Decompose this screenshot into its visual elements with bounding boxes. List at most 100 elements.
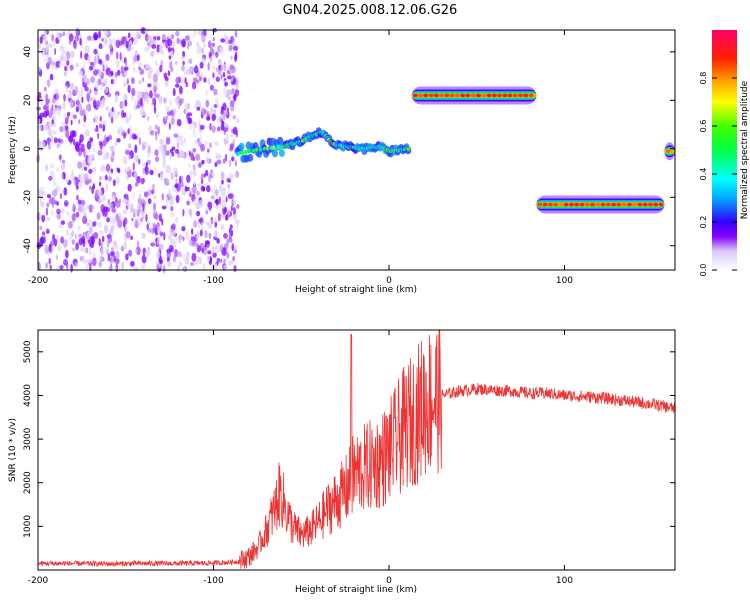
noise-mark [157,95,163,102]
noise-mark [223,233,228,239]
colorbar-gradient [712,30,737,270]
noise-mark [228,228,232,234]
noise-mark [142,202,145,212]
noise-mark [72,138,76,146]
noise-mark [99,116,102,122]
noise-mark [93,48,98,55]
noise-mark [45,44,48,53]
noise-mark [168,152,172,160]
noise-mark [70,264,73,273]
noise-mark [38,124,43,131]
noise-mark [110,155,115,163]
noise-mark [150,50,155,58]
noise-mark [76,62,79,68]
noise-mark [193,198,196,206]
noise-mark [227,209,231,216]
noise-mark [223,258,226,264]
noise-mark [103,28,109,37]
noise-mark [229,133,234,138]
noise-mark [127,84,131,94]
noise-mark [50,196,56,204]
noise-mark [158,213,162,222]
snr-ylabel: SNR (10 * v/v) [8,418,18,482]
snr-panel: -200 -100 0 100 1000 2000 3000 4000 5000 Height … [8,329,676,595]
noise-mark [139,68,145,75]
noise-mark [78,119,81,124]
spectrogram-heatmap [36,27,675,274]
noise-mark [226,240,229,249]
noise-mark [151,44,157,49]
noise-mark [179,85,183,95]
noise-mark [156,36,161,41]
noise-mark [133,153,137,162]
noise-mark [197,183,201,188]
noise-mark [39,112,45,118]
noise-mark [47,79,51,88]
noise-mark [126,205,128,210]
noise-mark [60,220,65,225]
noise-mark [112,37,117,44]
noise-mark [163,144,167,152]
noise-mark [174,83,180,88]
noise-mark [170,34,175,40]
noise-mark [175,178,178,185]
noise-mark [79,104,83,112]
noise-mark [77,70,84,77]
noise-mark [220,124,225,131]
noise-mark [194,28,197,36]
noise-mark [189,262,195,267]
noise-mark [141,77,145,82]
noise-mark [44,244,49,249]
noise-mark [71,247,77,252]
noise-mark [98,123,103,129]
noise-mark [56,265,60,273]
noise-mark [216,154,222,159]
noise-mark [215,189,219,197]
noise-mark [88,65,94,71]
noise-mark [83,114,87,123]
noise-mark [92,251,96,257]
noise-mark [224,81,229,87]
noise-mark [51,60,55,69]
noise-mark [204,240,210,245]
noise-mark [98,43,103,50]
noise-mark [122,198,127,204]
noise-mark [154,87,157,97]
noise-mark [93,99,97,109]
noise-mark [80,87,84,97]
noise-mark [167,47,173,52]
noise-mark [40,236,45,245]
noise-mark [172,113,175,119]
noise-mark [79,37,82,46]
noise-mark [165,199,169,209]
noise-mark [63,187,68,196]
noise-mark [148,189,152,196]
noise-mark [203,28,207,37]
x-tick-label: -200 [28,576,49,586]
band-mark [547,202,553,207]
noise-mark [57,245,62,251]
noise-mark [232,199,237,205]
colorbar: 0.0 0.2 0.4 0.6 0.8 Normalized spectral ampl… [699,30,750,276]
noise-mark [77,98,80,108]
noise-mark [76,194,79,201]
noise-mark [59,264,64,270]
noise-mark [159,173,164,181]
noise-mark [198,199,204,208]
noise-mark [214,245,220,254]
noise-mark [222,102,227,111]
noise-mark [84,129,90,137]
noise-mark [234,160,237,167]
noise-mark [174,148,180,154]
y-tick-label: -40 [23,238,33,253]
noise-mark [191,252,197,262]
noise-mark [98,58,103,65]
noise-mark [70,119,73,126]
noise-mark [125,253,129,261]
noise-mark [175,194,180,204]
noise-mark [226,132,229,140]
noise-mark [116,138,121,143]
noise-mark [127,32,131,39]
noise-mark [66,210,70,218]
noise-mark [93,32,99,41]
